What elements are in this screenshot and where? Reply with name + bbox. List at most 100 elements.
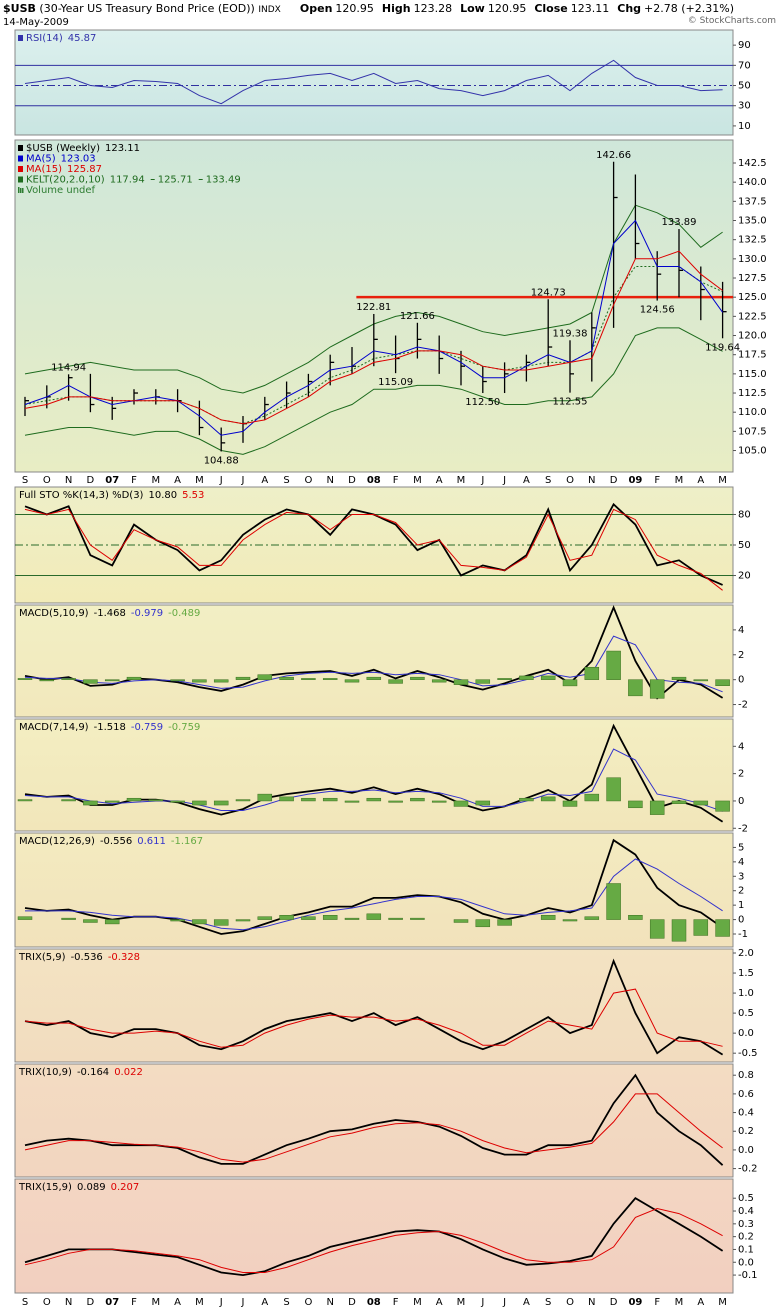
histogram-bar (235, 799, 251, 802)
histogram-bar (649, 919, 665, 939)
exchange: INDX (258, 5, 281, 15)
quote-value: +2.78 (+2.31%) (644, 2, 734, 15)
histogram-bar (671, 676, 687, 680)
legend-swatch (18, 35, 23, 41)
x-tick-label: O (43, 1297, 51, 1308)
price-annotation: 119.38 (553, 328, 588, 339)
histogram-bar (584, 666, 600, 680)
histogram-bar (693, 919, 709, 936)
legend-text: -0.328 (108, 952, 140, 963)
y-tick-label: 2 (738, 769, 744, 780)
histogram-bar (366, 797, 382, 802)
panel-background (14, 1063, 734, 1178)
histogram-bar (104, 919, 120, 925)
histogram-bar (584, 916, 600, 920)
histogram-bar (562, 919, 578, 922)
y-tick-label: 0.5 (738, 1008, 754, 1019)
histogram-bar (344, 679, 360, 683)
y-tick-label: 120.0 (738, 331, 767, 342)
x-tick-label: A (523, 1297, 530, 1308)
price-annotation: 124.56 (640, 305, 675, 316)
x-tick-label: M (718, 1297, 727, 1308)
x-tick-label: D (87, 475, 95, 486)
legend-text: Volume undef (26, 185, 96, 196)
legend-text: Full STO %K(14,3) %D(3) (19, 490, 144, 501)
y-tick-label: 130.0 (738, 254, 767, 265)
histogram-bar (39, 679, 55, 682)
legend-text: 10.80 (148, 490, 177, 501)
x-tick-label: J (480, 475, 484, 486)
histogram-bar (235, 676, 251, 680)
x-tick-label: 08 (367, 475, 381, 486)
channel-line (24, 327, 723, 455)
legend-text: -0.536 (71, 952, 103, 963)
histogram-bar (453, 919, 469, 923)
histogram-bar (279, 915, 294, 920)
x-tick-label: S (283, 1297, 289, 1308)
y-tick-label: 132.5 (738, 235, 767, 246)
series-line (24, 1207, 723, 1273)
series-line (25, 858, 723, 931)
histogram-bar (170, 800, 185, 803)
legend-text: -0.759 (168, 722, 200, 733)
histogram-bar (606, 650, 621, 680)
histogram-bar (540, 675, 556, 680)
x-tick-label: O (566, 475, 574, 486)
histogram-bar (344, 917, 360, 920)
x-tick-label: M (457, 475, 466, 486)
histogram-bar (431, 679, 447, 683)
legend-text: $USB (Weekly) (26, 143, 100, 154)
x-tick-label: F (654, 1297, 660, 1308)
histogram-bar (453, 800, 469, 807)
x-tick-label: O (304, 1297, 312, 1308)
price-annotation: 119.64 (705, 342, 740, 353)
x-tick-label: A (261, 475, 268, 486)
x-tick-label: O (304, 475, 312, 486)
histogram-bar (606, 883, 621, 920)
y-tick-label: 10 (738, 121, 751, 132)
price-annotation: 133.89 (662, 217, 697, 228)
histogram-bar (17, 799, 33, 802)
histogram-bar (192, 919, 207, 925)
histogram-bar (192, 679, 207, 683)
histogram-bar (257, 674, 273, 680)
x-tick-label: D (87, 1297, 95, 1308)
y-tick-label: 50 (738, 81, 751, 92)
series-line (24, 250, 723, 425)
y-tick-label: 0 (738, 796, 744, 807)
histogram-bar (366, 676, 382, 680)
y-tick-label: 0.5 (738, 1193, 754, 1204)
x-tick-label: O (43, 475, 51, 486)
legend-text: 123.03 (61, 154, 96, 165)
y-tick-label: 105.0 (738, 446, 767, 457)
series-line (24, 723, 724, 823)
x-tick-label: D (610, 1297, 618, 1308)
histogram-bar (279, 676, 294, 680)
x-tick-label: M (151, 475, 160, 486)
quote-value: 120.95 (335, 2, 374, 15)
y-tick-label: 30 (738, 101, 751, 112)
quote-label: High (381, 2, 411, 15)
legend-swatch (18, 187, 20, 193)
price-annotation: 114.94 (51, 362, 86, 373)
legend-text: -1.518 (94, 722, 126, 733)
legend-text: -0.164 (77, 1067, 109, 1078)
x-tick-label: D (610, 475, 618, 486)
legend-text: 0.207 (111, 1182, 140, 1193)
y-tick-label: 0.0 (738, 1257, 754, 1268)
histogram-bar (519, 797, 534, 802)
y-tick-label: 0 (738, 915, 744, 926)
price-annotation: 121.66 (400, 311, 435, 322)
x-tick-label: S (283, 475, 289, 486)
x-tick-label: M (413, 1297, 422, 1308)
y-tick-label: 80 (738, 509, 751, 520)
x-tick-label: S (545, 1297, 551, 1308)
panel-background (14, 948, 734, 1063)
x-tick-label: J (480, 1297, 484, 1308)
histogram-bar (388, 917, 403, 920)
y-tick-label: 0.4 (738, 1108, 754, 1119)
series-line (24, 508, 723, 591)
histogram-bar (671, 919, 687, 942)
